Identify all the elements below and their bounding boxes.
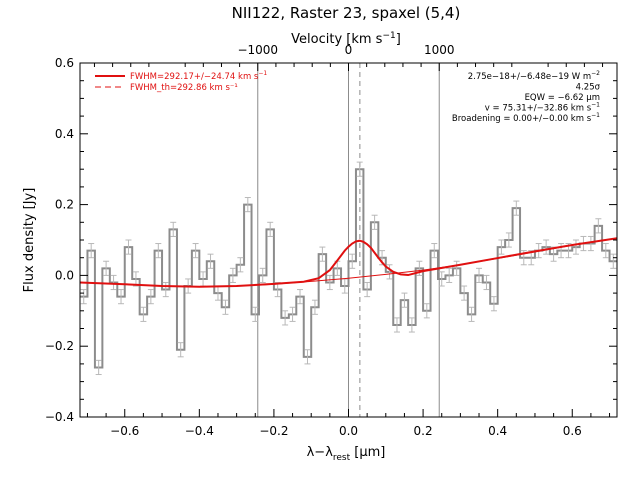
spectrum-error-bar — [88, 243, 95, 259]
velocity-tick-label: −1000 — [237, 43, 278, 57]
x-tick-label: 0.2 — [414, 424, 433, 438]
spectrum-error-bar — [356, 161, 363, 177]
spectrum-error-bar — [207, 253, 214, 269]
y-axis-label: Flux density [Jy] — [22, 188, 37, 293]
spectrum-error-bar — [408, 317, 415, 333]
x-axis-label: λ−λrest [μm] — [307, 445, 386, 463]
fit-annotation: v = 75.31+/−32.86 km s−1 — [485, 102, 600, 114]
spectrum-error-bar — [371, 214, 378, 230]
spectrum-error-bar — [155, 243, 162, 259]
fit-annotation: EQW = −6.62 μm — [525, 93, 600, 103]
spectrum-error-bar — [505, 232, 512, 248]
spectrum-error-bar — [602, 243, 609, 259]
spectrum-error-bar — [595, 218, 602, 234]
spectrum-error-bar — [147, 289, 154, 305]
spectrum-error-bar — [274, 281, 281, 298]
spectrum-error-bar — [282, 310, 289, 326]
spectrum-error-bar — [319, 246, 326, 262]
spectrum-error-bar — [468, 306, 475, 322]
spectrum-error-bar — [326, 274, 333, 291]
y-tick-label: −0.2 — [45, 339, 74, 353]
spectrum-error-bar — [349, 253, 356, 269]
spectrum-error-bar — [267, 221, 274, 237]
y-tick-label: 0.4 — [55, 127, 74, 141]
fit-annotation: 4.25σ — [576, 83, 601, 93]
spectrum-error-bar — [252, 306, 259, 322]
spectrum-error-bar — [498, 239, 505, 255]
spectrum-error-bar — [483, 274, 490, 291]
spectrum-error-bar — [118, 289, 125, 305]
spectrum-error-bar — [125, 239, 132, 255]
spectrum-error-bar — [237, 257, 244, 273]
spectrum-error-bar — [259, 267, 266, 283]
spectrum-error-bar — [311, 299, 318, 315]
spectrum-error-bar — [438, 271, 445, 287]
spectrum-error-bar — [222, 299, 229, 315]
spectrum-error-bar — [401, 292, 408, 308]
y-tick-label: 0.2 — [55, 198, 74, 212]
y-tick-label: 0.6 — [55, 56, 74, 70]
spectrum-error-bar — [543, 239, 550, 255]
spectrum-error-bar — [610, 253, 617, 269]
x-tick-label: 0.4 — [488, 424, 507, 438]
spectrum-error-bar — [572, 239, 579, 255]
fit-annotation: Broadening = 0.00+/−0.00 km s−1 — [452, 112, 600, 124]
chart-title: NII122, Raster 23, spaxel (5,4) — [232, 4, 461, 22]
fit-annotation: 2.75e−18+/−6.48e−19 W m−2 — [468, 70, 600, 82]
spectrum-series — [80, 168, 617, 369]
spectrum-error-bar — [393, 317, 400, 333]
spectrum-error-bar — [289, 306, 296, 322]
spectrum-error-bar — [162, 281, 169, 298]
y-tick-label: −0.4 — [45, 410, 74, 424]
spectrum-error-bar — [95, 359, 102, 376]
spectrum-error-bar — [304, 349, 311, 365]
spectrum-error-bar — [461, 285, 468, 301]
velocity-tick-label: 0 — [345, 43, 353, 57]
spectrum-error-bar — [177, 342, 184, 358]
spectrum-error-bar — [103, 260, 110, 276]
spectrum-error-bar — [140, 306, 147, 322]
spectrum-error-bar — [110, 274, 117, 291]
x-tick-label: −0.2 — [259, 424, 288, 438]
spectrum-error-bar — [192, 243, 199, 259]
spectrum-error-bar — [476, 267, 483, 283]
spectrum-error-bar — [587, 235, 594, 252]
top-axis-label: Velocity [km s−1] — [291, 31, 401, 47]
legend: FWHM=292.17+/−24.74 km s−1 FWHM_th=292.8… — [95, 70, 267, 93]
spectrum-error-bar — [431, 243, 438, 259]
spectrum-error-bar — [490, 296, 497, 312]
y-tick-label: 0.0 — [55, 268, 74, 282]
spectrum-error-bar — [80, 289, 87, 305]
spectrum-error-bar — [386, 264, 393, 280]
spectrum-error-bar — [244, 197, 251, 213]
legend-label-fit: FWHM=292.17+/−24.74 km s−1 — [130, 70, 267, 82]
spectrum-error-bar — [513, 200, 520, 216]
spectrum-error-bar — [229, 267, 236, 283]
x-tick-label: 0.6 — [563, 424, 582, 438]
spectrum-error-bar — [132, 271, 139, 287]
spectrum-error-bar — [423, 303, 430, 319]
x-tick-label: −0.6 — [110, 424, 139, 438]
velocity-tick-label: 1000 — [424, 43, 455, 57]
x-tick-label: −0.4 — [185, 424, 214, 438]
spectrum-error-bar — [170, 221, 177, 237]
fit-series — [80, 237, 617, 288]
spectrum-error-bar — [364, 281, 371, 298]
spectrum-error-bar — [446, 267, 453, 283]
spectrum-error-bar — [297, 289, 304, 305]
spectrum-error-bar — [453, 260, 460, 276]
x-tick-label: 0.0 — [339, 424, 358, 438]
legend-label-theoretical: FWHM_th=292.86 km s⁻¹ — [130, 83, 238, 93]
